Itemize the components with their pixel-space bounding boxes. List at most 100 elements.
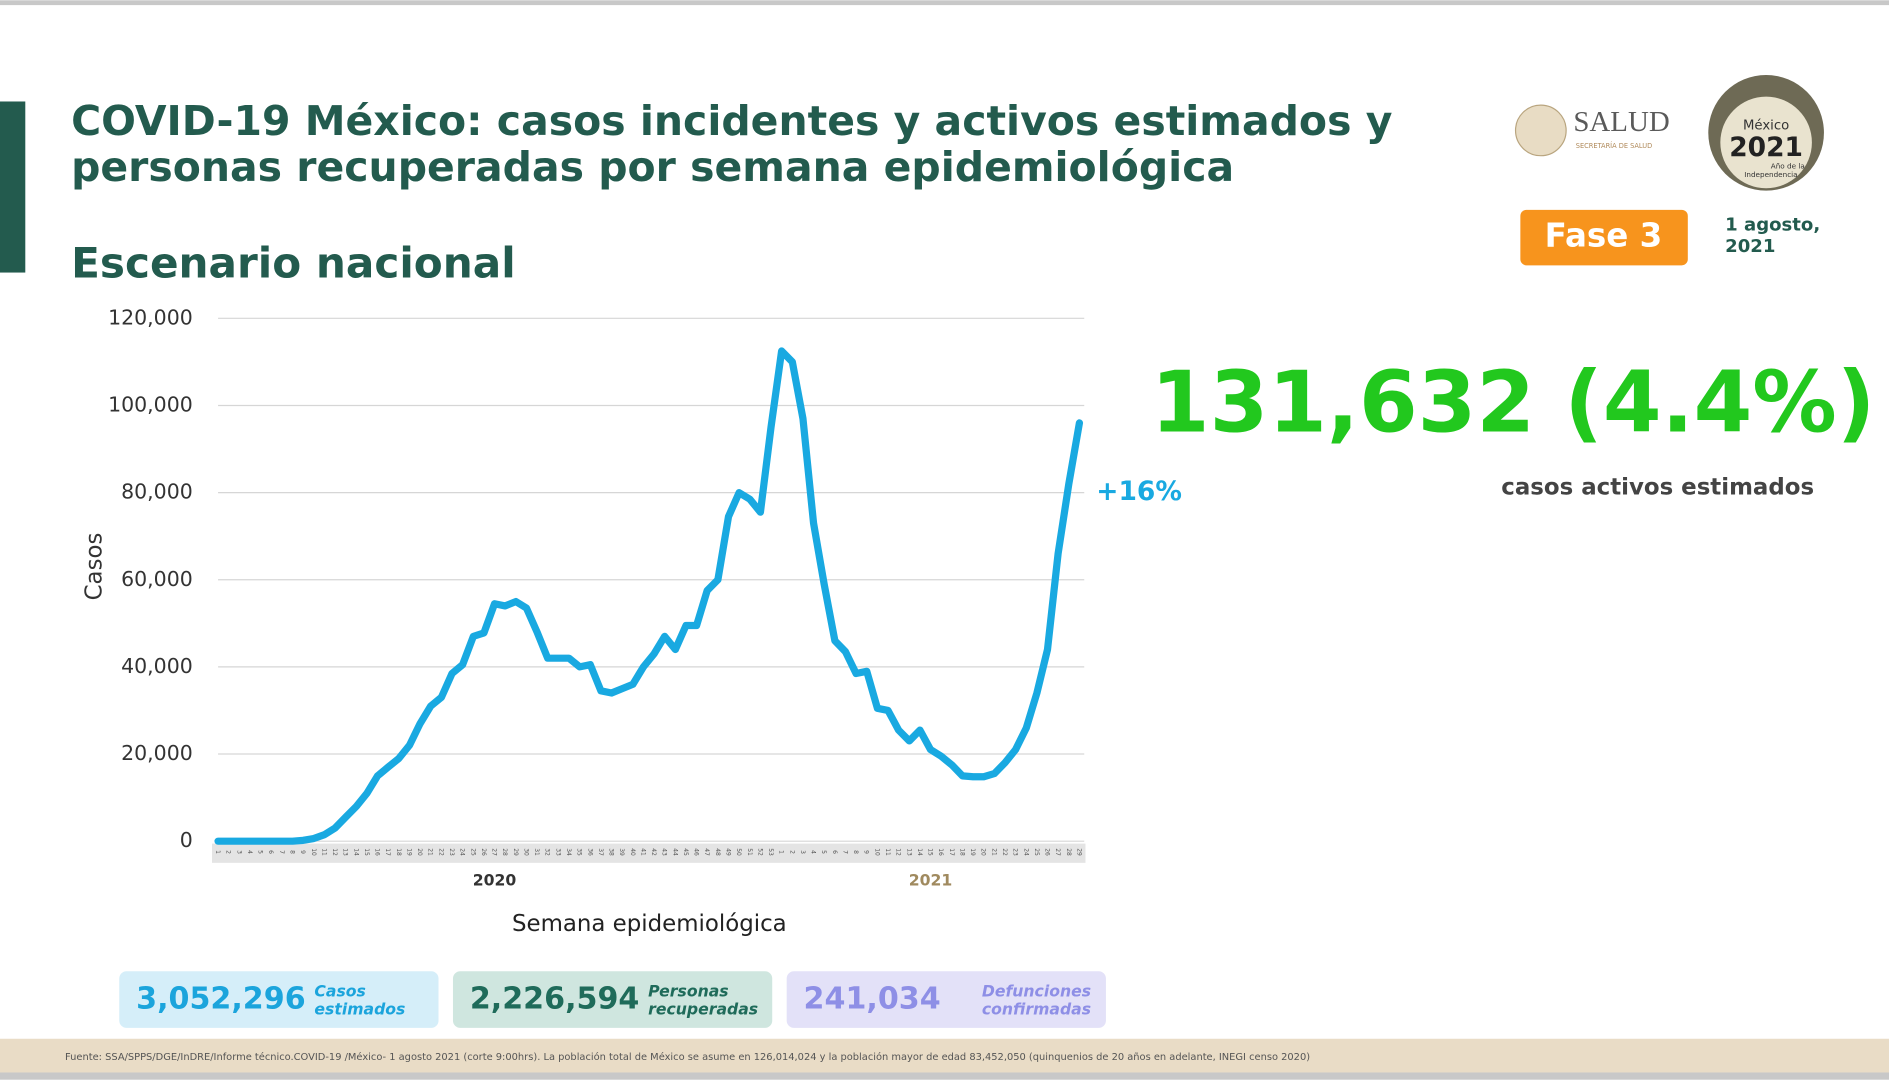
x-tick-label: 12 — [895, 848, 902, 856]
x-tick-label: 48 — [714, 848, 721, 856]
x-tick-label: 2 — [788, 850, 795, 854]
x-tick-label: 28 — [501, 848, 508, 856]
x-tick-label: 3 — [799, 850, 806, 854]
x-tick-label: 36 — [586, 848, 593, 856]
x-tick-label: 40 — [629, 848, 636, 856]
x-tick-label: 21 — [427, 848, 434, 856]
x-tick-label: 11 — [320, 848, 327, 856]
x-tick-label: 20 — [980, 848, 987, 856]
x-tick-label: 2 — [225, 850, 232, 854]
x-tick-label: 25 — [1033, 848, 1040, 856]
x-tick-label: 14 — [352, 848, 359, 856]
x-tick-label: 46 — [693, 848, 700, 856]
x-tick-label: 15 — [927, 848, 934, 856]
seal — [1514, 104, 1567, 157]
x-tick-label: 47 — [703, 848, 710, 856]
x-tick-label: 39 — [618, 848, 625, 856]
x-tick-label: 3 — [235, 850, 242, 854]
footer-bar — [0, 1038, 1889, 1073]
x-tick-label: 25 — [469, 848, 476, 856]
line-series — [214, 347, 1084, 845]
week-strip — [212, 843, 1086, 863]
title-line: personas recuperadas por semana epidemio… — [71, 143, 1234, 191]
logo-subtext: SECRETARÍA DE SALUD — [1576, 141, 1652, 150]
x-tick-label: 9 — [863, 850, 870, 854]
stat-value: 3,052,296 — [136, 982, 306, 1017]
x-tick-label: 8 — [288, 850, 295, 854]
x-tick-label: 28 — [1065, 848, 1072, 856]
year-label: 2020 — [473, 870, 517, 889]
x-tick-label: 50 — [735, 848, 742, 856]
phase-badge — [1520, 209, 1688, 266]
annotation: +16% — [1096, 476, 1182, 507]
y-tick-label: 20,000 — [121, 741, 193, 765]
stat-label: Defunciones — [982, 981, 1091, 1000]
stat-label: recuperadas — [648, 999, 758, 1018]
stat-box — [119, 971, 439, 1028]
x-tick-label: 21 — [990, 848, 997, 856]
x-tick-label: 20 — [416, 848, 423, 856]
x-tick-label: 23 — [448, 848, 455, 856]
x-tick-label: 23 — [1012, 848, 1019, 856]
x-tick-label: 16 — [374, 848, 381, 856]
x-tick-label: 19 — [969, 848, 976, 856]
x-tick-label: 10 — [310, 848, 317, 856]
x-tick-label: 30 — [522, 848, 529, 856]
phase-text: Fase 3 — [1545, 217, 1663, 255]
emblem-text: México — [1743, 118, 1789, 134]
x-tick-label: 5 — [257, 850, 264, 854]
year-label: 2021 — [909, 870, 953, 889]
x-tick-label: 17 — [948, 848, 955, 856]
x-tick-label: 43 — [661, 848, 668, 856]
y-axis-label: Casos — [82, 533, 108, 601]
highlight-label: casos activos estimados — [1501, 475, 1814, 501]
date: 1 agosto, — [1725, 215, 1820, 236]
x-tick-label: 11 — [884, 848, 891, 856]
stat-label: estimados — [314, 999, 405, 1018]
x-tick-label: 45 — [682, 848, 689, 856]
x-tick-label: 6 — [267, 850, 274, 854]
stat-box — [452, 971, 773, 1028]
top-bar — [0, 0, 1889, 6]
x-tick-label: 49 — [724, 848, 731, 856]
y-tick-label: 120,000 — [108, 305, 193, 329]
y-tick-label: 40,000 — [121, 654, 193, 678]
x-tick-label: 14 — [916, 848, 923, 856]
emblem-inner — [1720, 96, 1812, 189]
x-tick-label: 34 — [565, 848, 572, 856]
x-tick-label: 5 — [820, 850, 827, 854]
x-tick-label: 4 — [246, 850, 253, 854]
x-tick-label: 8 — [852, 850, 859, 854]
x-tick-label: 15 — [363, 848, 370, 856]
subtitle: Escenario nacional — [71, 238, 516, 287]
bottom-bar — [0, 1072, 1889, 1080]
x-axis-label: Semana epidemiológica — [512, 911, 787, 937]
x-tick-label: 4 — [810, 850, 817, 854]
highlight-value: 131,632 (4.4%) — [1151, 354, 1875, 452]
x-tick-label: 38 — [608, 848, 615, 856]
x-tick-label: 52 — [756, 848, 763, 856]
x-tick-label: 35 — [576, 848, 583, 856]
stat-label: confirmadas — [982, 999, 1091, 1018]
x-tick-label: 41 — [639, 848, 646, 856]
x-tick-label: 7 — [841, 850, 848, 854]
footer: Fuente: SSA/SPPS/DGE/InDRE/Informe técni… — [65, 1051, 1310, 1063]
stat-label: Personas — [648, 981, 729, 1000]
title-line: COVID-19 México: casos incidentes y acti… — [71, 97, 1392, 145]
emblem-text: Año de la — [1771, 162, 1805, 171]
x-tick-label: 19 — [405, 848, 412, 856]
x-tick-label: 1 — [214, 850, 221, 854]
x-tick-label: 22 — [1001, 848, 1008, 856]
x-tick-label: 1 — [778, 850, 785, 854]
accent-bar — [0, 101, 26, 273]
x-tick-label: 33 — [554, 848, 561, 856]
x-tick-label: 44 — [671, 848, 678, 856]
x-tick-label: 32 — [544, 848, 551, 856]
x-tick-label: 16 — [937, 848, 944, 856]
x-tick-label: 51 — [746, 848, 753, 856]
x-tick-label: 12 — [331, 848, 338, 856]
x-tick-label: 27 — [491, 848, 498, 856]
chart: 0 20,000 40,000 60,000 80,000 100,000 120,000 C… — [82, 305, 1182, 936]
x-tick-label: 24 — [1022, 848, 1029, 856]
